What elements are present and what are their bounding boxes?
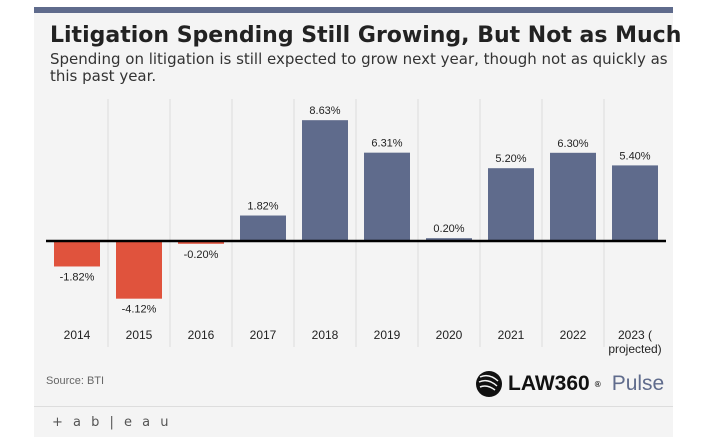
law360-pulse-logo: LAW360 ® Pulse — [474, 369, 664, 399]
bar-chart: -1.82% 2014 -4.12% 2015 -0.20% 2016 1.82% 2017 8… — [46, 99, 666, 356]
x-tick-label: 2023 ( — [618, 328, 652, 342]
data-label: -0.20% — [184, 249, 219, 261]
tableau-footer: + a b | e a u — [34, 406, 673, 438]
data-label: 6.31% — [371, 138, 402, 150]
tableau-logo[interactable]: + a b | e a u — [52, 415, 172, 430]
bar-2014 — [54, 241, 100, 267]
data-label: 8.63% — [309, 105, 340, 117]
bar-2022 — [550, 152, 596, 241]
chart-title: Litigation Spending Still Growing, But N… — [50, 23, 682, 48]
x-tick-label: 2020 — [436, 328, 463, 342]
x-tick-label: 2016 — [188, 328, 215, 342]
bar-2017 — [240, 215, 286, 241]
logo-law360: LAW360 — [508, 372, 590, 395]
law360-globe-icon — [476, 371, 502, 397]
data-label: 1.82% — [247, 201, 278, 213]
x-tick-label: 2017 — [250, 328, 277, 342]
bar-2021 — [488, 168, 534, 241]
x-tick-label: 2019 — [374, 328, 401, 342]
x-tick-label: 2021 — [498, 328, 525, 342]
bar-2016 — [178, 241, 224, 244]
bar-2020 — [426, 238, 472, 241]
x-tick-label: 2018 — [312, 328, 339, 342]
x-tick-label: 2022 — [560, 328, 587, 342]
bar-2023 — [612, 165, 658, 241]
source-note: Source: BTI — [46, 375, 105, 387]
data-label: -1.82% — [60, 271, 95, 283]
viz-frame: Litigation Spending Still Growing, But N… — [34, 7, 681, 438]
data-label: -4.12% — [122, 304, 157, 316]
data-label: 5.40% — [619, 150, 650, 162]
bar-2018 — [302, 120, 348, 241]
data-label: 0.20% — [433, 223, 464, 235]
x-tick-label: 2015 — [126, 328, 153, 342]
chart-subtitle: Spending on litigation is still expected… — [50, 50, 668, 85]
data-label: 5.20% — [495, 153, 526, 165]
x-tick-label: 2014 — [64, 328, 91, 342]
bar-2015 — [116, 241, 162, 299]
data-label: 6.30% — [557, 138, 588, 150]
top-accent-bar — [34, 7, 673, 13]
x-tick-label-line2: projected) — [608, 342, 661, 356]
bar-2019 — [364, 152, 410, 241]
logo-pulse: Pulse — [611, 372, 665, 395]
